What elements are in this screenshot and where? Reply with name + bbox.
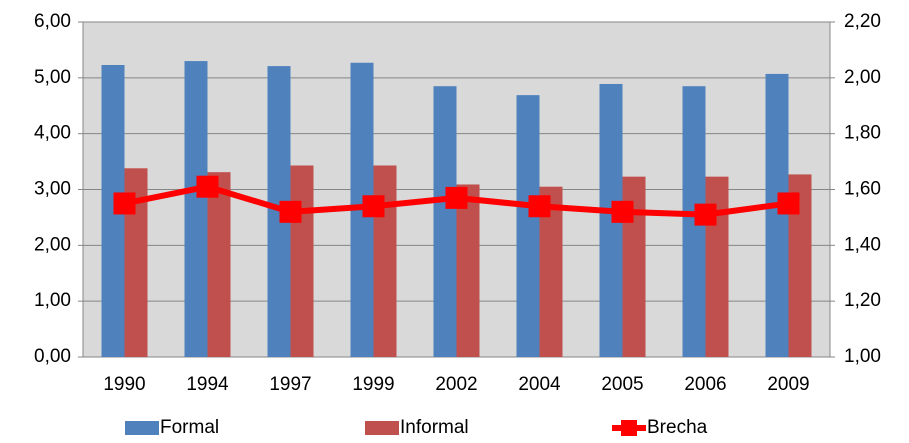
x-tick-label: 2002 — [435, 374, 477, 395]
legend-label: Formal — [160, 417, 219, 438]
y2-tick-label: 2,00 — [844, 67, 881, 88]
marker — [362, 195, 385, 218]
marker — [196, 175, 219, 198]
x-tick-label: 1999 — [352, 374, 394, 395]
marker — [279, 200, 302, 223]
bar — [788, 174, 812, 357]
bar — [267, 66, 291, 357]
y2-tick-label: 2,20 — [844, 11, 881, 32]
bar — [101, 64, 125, 357]
x-tick-label: 2004 — [518, 374, 561, 395]
y-tick-label: 0,00 — [34, 346, 71, 367]
bar — [765, 73, 789, 358]
bar — [207, 172, 231, 357]
marker — [113, 192, 136, 215]
bar — [539, 186, 563, 357]
bar — [516, 95, 540, 358]
x-tick-label: 2009 — [767, 374, 809, 395]
legend-label: Brecha — [647, 417, 708, 438]
marker — [611, 200, 634, 223]
bar — [682, 86, 706, 357]
y2-tick-label: 1,40 — [844, 234, 881, 255]
x-tick-label: 2005 — [601, 374, 643, 395]
x-tick-label: 1990 — [103, 374, 145, 395]
y-tick-label: 4,00 — [34, 123, 71, 144]
bar — [184, 61, 208, 357]
bar — [373, 165, 397, 357]
x-tick-label: 2006 — [684, 374, 726, 395]
y-tick-label: 5,00 — [34, 67, 71, 88]
y-tick-label: 1,00 — [34, 290, 71, 311]
legend-label: Informal — [400, 417, 469, 438]
y-tick-label: 3,00 — [34, 179, 71, 200]
legend-swatch — [621, 420, 637, 436]
bar — [290, 165, 314, 357]
y-tick-label: 2,00 — [34, 234, 71, 255]
marker — [777, 192, 800, 215]
legend-swatch — [365, 421, 399, 435]
bar — [124, 168, 148, 357]
y2-tick-label: 1,20 — [844, 290, 881, 311]
bar — [433, 86, 457, 357]
marker — [445, 186, 468, 209]
legend-swatch — [125, 421, 159, 435]
bar — [599, 83, 623, 357]
bar — [456, 184, 480, 357]
y-tick-label: 6,00 — [34, 11, 71, 32]
marker — [528, 195, 551, 218]
y2-tick-label: 1,60 — [844, 179, 881, 200]
y2-tick-label: 1,80 — [844, 123, 881, 144]
x-tick-label: 1997 — [269, 374, 311, 395]
marker — [694, 203, 717, 226]
x-tick-label: 1994 — [186, 374, 229, 395]
y2-tick-label: 1,00 — [844, 346, 881, 367]
